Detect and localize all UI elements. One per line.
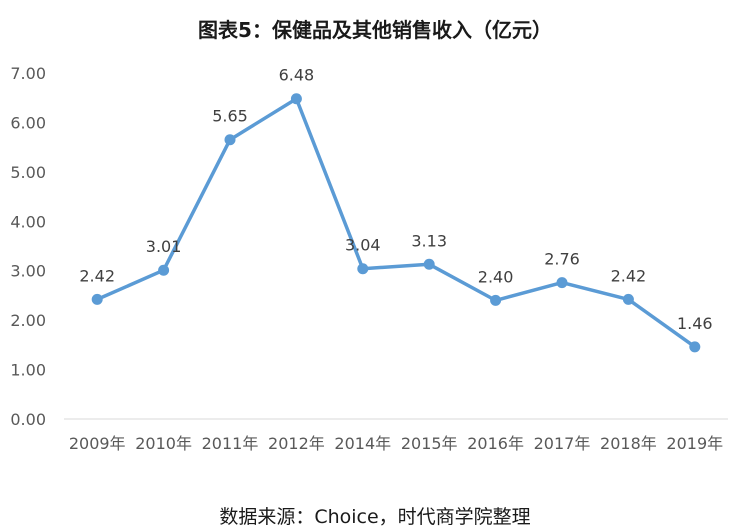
x-tick-label: 2015年 xyxy=(401,434,458,453)
data-label: 2.42 xyxy=(611,266,647,285)
data-label: 3.04 xyxy=(345,236,381,255)
y-tick-label: 5.00 xyxy=(10,163,46,182)
data-label: 1.46 xyxy=(677,314,713,333)
x-tick-label: 2009年 xyxy=(69,434,126,453)
data-labels: 2.42 3.01 5.65 6.48 3.04 3.13 2.40 2.76 2.42 1.46 xyxy=(79,66,712,333)
x-tick-label: 2011年 xyxy=(202,434,259,453)
data-point-marker xyxy=(423,258,435,270)
data-point-marker xyxy=(689,341,701,353)
data-point-marker xyxy=(91,293,103,305)
y-tick-label: 0.00 xyxy=(10,410,46,429)
data-point-marker xyxy=(158,264,170,276)
y-tick-label: 2.00 xyxy=(10,311,46,330)
data-label: 2.40 xyxy=(478,267,514,286)
series-markers xyxy=(91,93,701,353)
y-tick-label: 1.00 xyxy=(10,361,46,380)
y-axis-ticks: 0.00 1.00 2.00 3.00 4.00 5.00 6.00 7.00 xyxy=(10,64,46,429)
series-line xyxy=(96,96,696,349)
data-point-marker xyxy=(490,294,502,306)
x-tick-label: 2010年 xyxy=(135,434,192,453)
data-point-marker xyxy=(622,293,634,305)
x-tick-label: 2018年 xyxy=(600,434,657,453)
y-tick-label: 3.00 xyxy=(10,262,46,281)
data-label: 5.65 xyxy=(212,107,248,126)
x-tick-label: 2017年 xyxy=(534,434,591,453)
x-tick-label: 2014年 xyxy=(334,434,391,453)
data-point-marker xyxy=(290,93,302,105)
y-tick-label: 4.00 xyxy=(10,212,46,231)
data-point-marker xyxy=(357,263,369,275)
data-label: 2.76 xyxy=(544,250,580,269)
y-tick-label: 7.00 xyxy=(10,64,46,83)
source-note: 数据来源：Choice，时代商学院整理 xyxy=(219,506,531,528)
data-point-marker xyxy=(224,134,236,146)
y-tick-label: 6.00 xyxy=(10,113,46,132)
data-label: 3.13 xyxy=(411,231,447,250)
chart-title: 图表5：保健品及其他销售收入（亿元） xyxy=(198,18,552,42)
x-tick-label: 2012年 xyxy=(268,434,325,453)
x-tick-label: 2016年 xyxy=(467,434,524,453)
x-tick-label: 2019年 xyxy=(666,434,723,453)
data-label: 3.01 xyxy=(146,237,182,256)
data-label: 6.48 xyxy=(279,66,315,85)
data-point-marker xyxy=(556,277,568,289)
x-axis-ticks: 2009年 2010年 2011年 2012年 2014年 2015年 2016年 2017年… xyxy=(69,434,723,453)
data-label: 2.42 xyxy=(79,266,115,285)
